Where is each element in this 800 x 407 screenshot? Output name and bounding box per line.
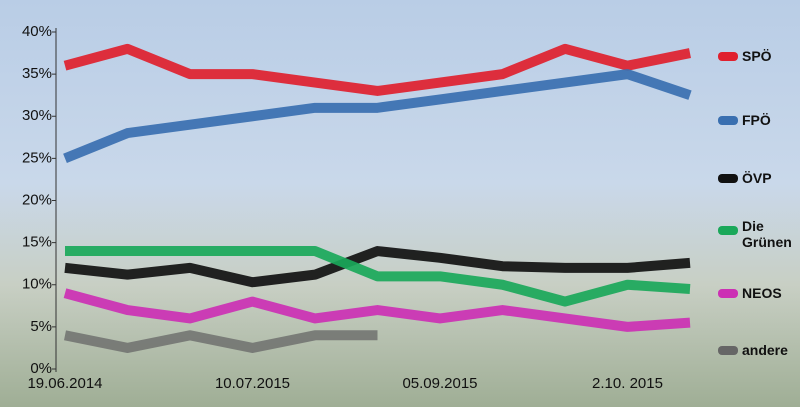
legend-swatch [718, 116, 738, 125]
legend-label: NEOS [742, 285, 782, 301]
series-line [63, 43, 691, 96]
legend-swatch [718, 346, 738, 355]
y-tick-label: 5% [30, 318, 52, 335]
legend-swatch [718, 226, 738, 235]
series-line [63, 288, 691, 332]
legend-label: ÖVP [742, 170, 772, 186]
x-tick-label: 19.06.2014 [27, 375, 102, 392]
legend-label: andere [742, 342, 788, 358]
series-line [65, 246, 691, 307]
series-line [64, 330, 378, 353]
y-tick-label: 25% [22, 149, 52, 166]
y-tick-label: 10% [22, 276, 52, 293]
legend-label: FPÖ [742, 112, 771, 128]
legend-label: Die Grünen [742, 218, 792, 250]
y-tick-label: 0% [30, 360, 52, 377]
legend-swatch [718, 52, 738, 61]
y-tick-label: 30% [22, 107, 52, 124]
legend-label: SPÖ [742, 48, 772, 64]
series-line [64, 246, 691, 288]
legend-swatch [718, 174, 738, 183]
legend-swatch [718, 289, 738, 298]
x-tick-label: 05.09.2015 [402, 375, 477, 392]
y-tick-label: 20% [22, 191, 52, 208]
series-line [63, 69, 692, 164]
y-tick-label: 40% [22, 23, 52, 40]
x-tick-label: 10.07.2015 [215, 375, 290, 392]
y-tick-label: 15% [22, 234, 52, 251]
y-tick-label: 35% [22, 65, 52, 82]
x-tick-label: 2.10. 2015 [592, 375, 663, 392]
